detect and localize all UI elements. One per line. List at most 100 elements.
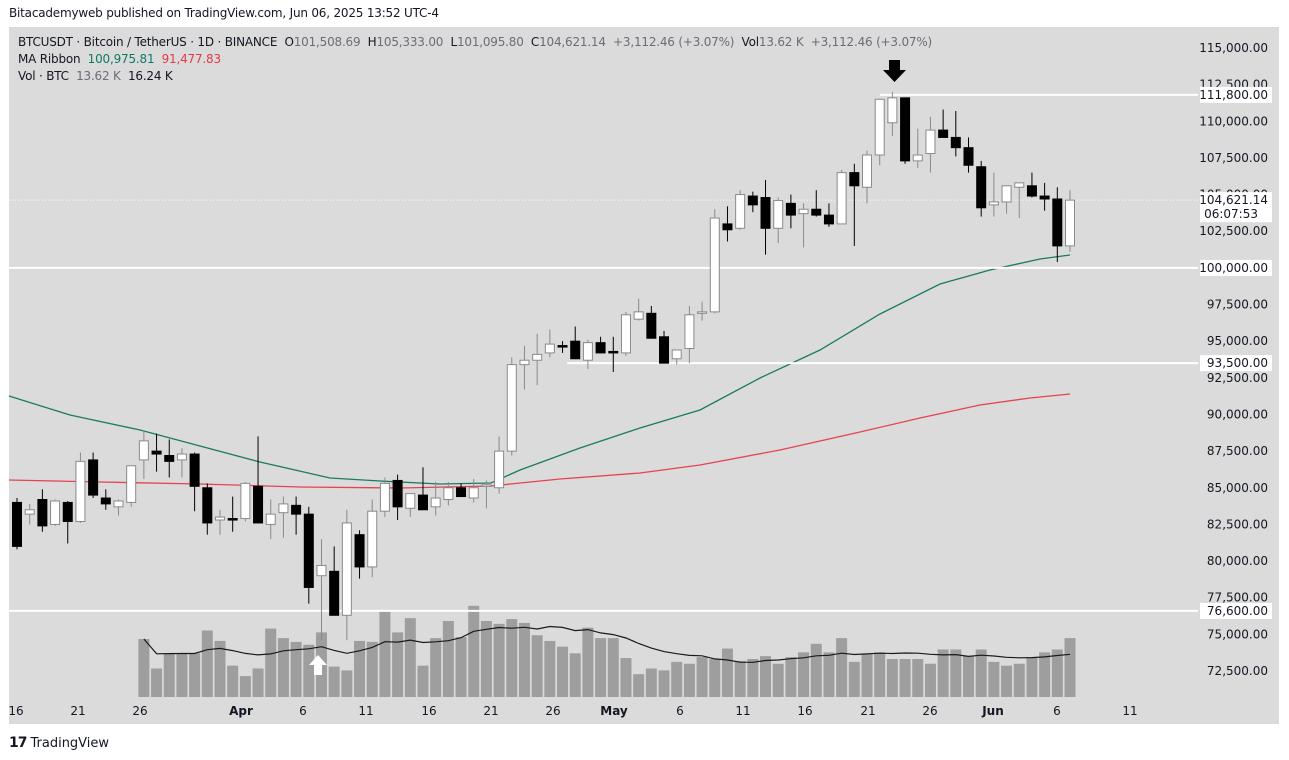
candle-up[interactable] xyxy=(671,349,682,360)
candle-down[interactable] xyxy=(557,345,568,348)
candle-up[interactable] xyxy=(582,342,593,361)
chart-pane[interactable] xyxy=(9,27,1279,724)
candle-down[interactable] xyxy=(227,518,238,521)
candle-up[interactable] xyxy=(1065,199,1075,247)
volume-bar xyxy=(975,649,987,697)
candle-up[interactable] xyxy=(430,497,441,508)
candle-up[interactable] xyxy=(874,98,885,156)
candle-up[interactable] xyxy=(24,509,35,515)
candle-down[interactable] xyxy=(392,479,403,508)
candle-down[interactable] xyxy=(1039,195,1050,200)
candle-down[interactable] xyxy=(785,202,796,216)
candle-up[interactable] xyxy=(836,172,847,225)
ma-ribbon-row[interactable]: MA Ribbon 100,975.81 91,477.83 xyxy=(18,51,932,68)
candle-down[interactable] xyxy=(88,459,99,496)
volume-bar xyxy=(734,660,746,697)
candle-up[interactable] xyxy=(735,194,746,229)
candle-up[interactable] xyxy=(176,453,187,461)
candle-up[interactable] xyxy=(341,522,352,616)
candle-down[interactable] xyxy=(747,195,758,206)
candle-down[interactable] xyxy=(253,485,264,524)
volume-bar xyxy=(963,656,975,697)
candle-up[interactable] xyxy=(379,482,390,512)
candle-up[interactable] xyxy=(494,450,505,489)
symbol-row[interactable]: BTCUSDT · Bitcoin / TetherUS · 1D · BINA… xyxy=(18,35,933,49)
candle-down[interactable] xyxy=(659,336,670,364)
candle-up[interactable] xyxy=(798,208,809,215)
candle-down[interactable] xyxy=(291,504,302,515)
candle-down[interactable] xyxy=(963,147,974,166)
volume-bar xyxy=(480,621,492,697)
candle-down[interactable] xyxy=(62,501,73,522)
candle-up[interactable] xyxy=(506,364,517,452)
volume-bar xyxy=(1051,649,1063,697)
candle-up[interactable] xyxy=(138,440,149,461)
candle-down[interactable] xyxy=(823,214,834,225)
candle-up[interactable] xyxy=(75,460,86,522)
candle-up[interactable] xyxy=(709,217,720,313)
volume-bar xyxy=(1039,652,1051,697)
candle-down[interactable] xyxy=(900,97,911,162)
candle-up[interactable] xyxy=(887,97,898,124)
candle-down[interactable] xyxy=(570,340,581,360)
candle-up[interactable] xyxy=(316,564,327,577)
candle-up[interactable] xyxy=(912,154,923,162)
volume-row[interactable]: Vol · BTC 13.62 K 16.24 K xyxy=(18,68,932,85)
candle-up[interactable] xyxy=(544,343,555,354)
candle-down[interactable] xyxy=(202,487,213,524)
candle-up[interactable] xyxy=(633,311,644,320)
candle-up[interactable] xyxy=(405,493,416,509)
candle-down[interactable] xyxy=(37,498,48,527)
candle-down[interactable] xyxy=(938,129,949,138)
high-value: 105,333.00 xyxy=(376,35,444,49)
candle-up[interactable] xyxy=(620,314,631,354)
price-axis-tick: 80,000.00 xyxy=(1207,554,1268,568)
candle-up[interactable] xyxy=(443,487,454,500)
candle-up[interactable] xyxy=(50,500,61,525)
candle-down[interactable] xyxy=(189,453,200,487)
symbol-title[interactable]: BTCUSDT · Bitcoin / TetherUS · 1D · BINA… xyxy=(18,35,278,49)
candle-down[interactable] xyxy=(760,197,771,229)
candle-down[interactable] xyxy=(608,350,619,354)
candle-down[interactable] xyxy=(151,450,162,455)
candle-down[interactable] xyxy=(100,497,111,505)
candle-up[interactable] xyxy=(519,359,530,366)
candle-up[interactable] xyxy=(214,516,225,521)
volume-bar xyxy=(138,639,150,697)
candle-down[interactable] xyxy=(849,172,860,187)
candle-down[interactable] xyxy=(811,208,822,216)
candle-down[interactable] xyxy=(1052,198,1063,247)
candle-up[interactable] xyxy=(481,484,492,487)
candle-up[interactable] xyxy=(1001,185,1012,203)
candle-down[interactable] xyxy=(646,312,657,339)
candle-down[interactable] xyxy=(329,570,340,616)
candle-down[interactable] xyxy=(12,501,22,547)
candle-down[interactable] xyxy=(164,455,175,462)
candle-up[interactable] xyxy=(697,311,708,314)
candle-down[interactable] xyxy=(595,342,606,354)
footer-brand[interactable]: 17 TradingView xyxy=(9,735,109,751)
candle-up[interactable] xyxy=(367,510,378,568)
candle-up[interactable] xyxy=(773,199,784,229)
candle-up[interactable] xyxy=(265,513,276,525)
candle-up[interactable] xyxy=(1014,182,1025,188)
candle-down[interactable] xyxy=(354,534,365,568)
candle-up[interactable] xyxy=(532,353,543,361)
candle-down[interactable] xyxy=(456,487,467,498)
candle-down[interactable] xyxy=(1026,185,1037,197)
candle-down[interactable] xyxy=(976,166,987,209)
candle-up[interactable] xyxy=(684,314,695,350)
candle-up[interactable] xyxy=(240,482,251,520)
candle-up[interactable] xyxy=(126,465,137,503)
candle-up[interactable] xyxy=(862,154,873,188)
candle-down[interactable] xyxy=(417,494,428,511)
candle-down[interactable] xyxy=(950,136,961,149)
candle-down[interactable] xyxy=(722,223,733,231)
candle-up[interactable] xyxy=(113,500,124,508)
candle-down[interactable] xyxy=(303,513,314,588)
candle-up[interactable] xyxy=(278,503,289,514)
candle-up[interactable] xyxy=(925,129,936,155)
candle-up[interactable] xyxy=(468,487,479,499)
candle-up[interactable] xyxy=(988,201,999,206)
